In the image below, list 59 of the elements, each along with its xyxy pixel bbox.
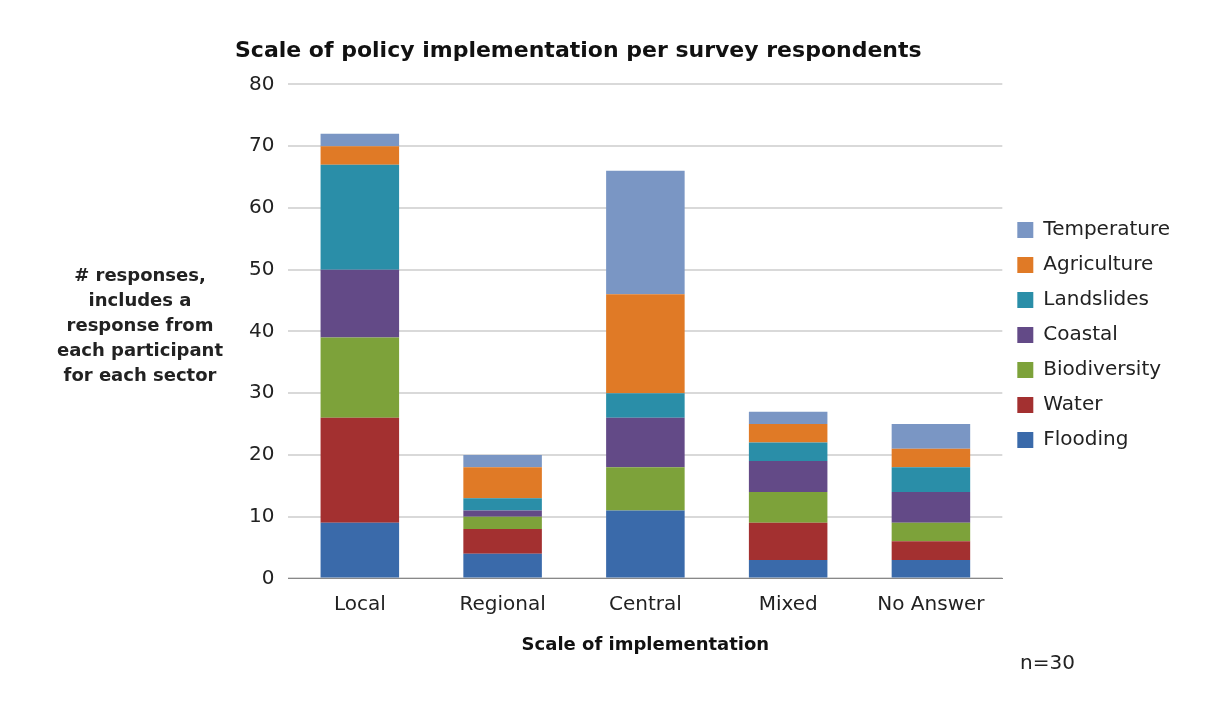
bar (606, 417, 685, 468)
bar (463, 467, 542, 499)
bar (891, 448, 971, 468)
bar (320, 269, 400, 338)
bar (891, 559, 971, 578)
y-tick-label: 10 (249, 502, 275, 527)
bar (748, 411, 828, 425)
bar (320, 337, 400, 418)
bar (891, 467, 971, 492)
bar (748, 442, 828, 462)
x-tick-label: Regional (459, 590, 546, 615)
y-tick-label: 50 (249, 255, 275, 280)
legend-label: Flooding (1043, 426, 1129, 451)
text: n=30 (1020, 650, 1075, 674)
x-tick-label: Mixed (758, 590, 818, 615)
bar (463, 498, 542, 511)
bar (463, 553, 542, 578)
bar (320, 133, 400, 147)
y-tick-label: 60 (249, 194, 275, 219)
bar (891, 541, 971, 560)
bar (463, 516, 542, 529)
bar (748, 522, 828, 560)
bar (748, 559, 828, 578)
bar (320, 146, 400, 165)
y-tick-label: 30 (249, 379, 275, 404)
y-tick-label: 20 (249, 441, 275, 466)
bar (320, 164, 400, 270)
bar (463, 529, 542, 554)
bar (463, 510, 542, 517)
x-tick-label: Local (333, 590, 386, 615)
bar (606, 170, 685, 295)
bar (606, 294, 685, 394)
bar (891, 491, 971, 523)
bar (891, 522, 971, 542)
x-tick-label: No Answer (877, 590, 986, 615)
bar (748, 424, 828, 443)
y-tick-label: 80 (249, 70, 275, 95)
y-tick-label: 70 (249, 132, 275, 157)
legend-label: Temperature (1042, 216, 1171, 241)
legend-label: Water (1043, 391, 1104, 416)
bar (748, 491, 828, 523)
bar (606, 510, 685, 578)
legend-label: Landslides (1043, 286, 1150, 311)
y-axis-title: # responses, includes a response from each participant for each sector (55, 263, 225, 387)
bar (320, 417, 400, 523)
y-tick-label: 0 (261, 564, 275, 589)
bar (463, 454, 542, 468)
bar (320, 522, 400, 578)
bar (606, 467, 685, 511)
bar (606, 393, 685, 418)
x-axis-title: Scale of implementation (521, 632, 770, 654)
chart-title: Scale of policy implementation per survey respondents (235, 36, 922, 62)
x-tick-label: Central (608, 590, 682, 615)
legend-label: Coastal (1043, 321, 1118, 346)
legend-label: Biodiversity (1043, 356, 1162, 381)
bar (748, 461, 828, 492)
legend-label: Agriculture (1043, 251, 1154, 276)
bar (891, 424, 971, 449)
y-tick-label: 40 (249, 317, 275, 342)
